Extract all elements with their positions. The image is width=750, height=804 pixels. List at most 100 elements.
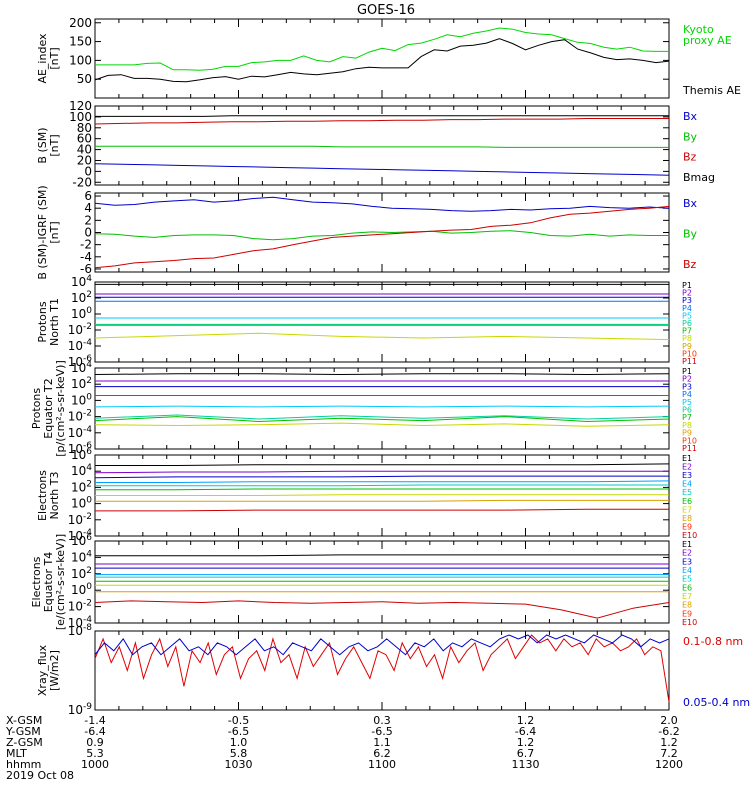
- series-line-e8: [95, 499, 669, 502]
- chart-title: GOES-16: [357, 3, 415, 18]
- legend-9: P9: [682, 429, 692, 438]
- y-axis-label: B (SM): [36, 127, 49, 163]
- y-tick-label: 10-4: [68, 425, 93, 440]
- y-axis-label: AE_index: [36, 33, 49, 84]
- series-line-e1: [95, 554, 669, 557]
- series-line-bx: [94, 196, 670, 212]
- legend-3: E3: [682, 557, 692, 566]
- y-tick-label: 10-4: [68, 338, 93, 353]
- legend-5: E5: [682, 488, 692, 497]
- panel-8: [94, 630, 670, 711]
- series-line-0-1-0-8-nm: [94, 634, 670, 703]
- y-tick-label: 100: [71, 582, 92, 597]
- y-tick-label: 120: [69, 99, 92, 113]
- legend-10: E10: [682, 531, 697, 540]
- series-line-p8: [94, 422, 670, 427]
- y-tick-label: 10-4: [68, 528, 93, 543]
- y-tick-label: 10-6: [68, 354, 93, 369]
- legend-2: Themis AE: [682, 84, 741, 97]
- y-tick-label: 102: [71, 290, 92, 305]
- legend-3: P3: [682, 296, 692, 305]
- legend-7: P7: [682, 413, 692, 422]
- series-line-e6: [95, 488, 669, 491]
- panel-6: [94, 454, 670, 537]
- legend-6: P6: [682, 406, 692, 415]
- y-tick-label: 104: [71, 360, 92, 375]
- legend-4: E4: [682, 480, 692, 489]
- series-line-by: [95, 145, 669, 148]
- footer-value: -6.4: [515, 725, 536, 738]
- footer-value: 5.8: [230, 747, 248, 760]
- panel-7: [94, 540, 670, 624]
- series-line-e9: [94, 600, 670, 619]
- series-line-by: [94, 230, 669, 241]
- series-line-bx: [94, 163, 670, 176]
- y-tick-label: 104: [71, 549, 92, 564]
- footer-value: 1.0: [230, 736, 248, 749]
- y-tick-label: 104: [71, 463, 92, 478]
- legend-7: E7: [682, 505, 692, 514]
- y-axis-label: Equator T4: [42, 552, 55, 612]
- legend-3: Bz: [683, 151, 697, 164]
- y-tick-label: 100: [69, 53, 92, 67]
- y-axis-label: [W/m2]: [48, 650, 61, 691]
- footer-value: -6.2: [658, 725, 679, 738]
- footer-value: 1200: [655, 758, 683, 771]
- legend-1: E1: [682, 540, 692, 549]
- y-tick-label: 40: [77, 143, 92, 157]
- panel-3: [94, 192, 670, 273]
- y-tick-label: 0: [84, 226, 92, 240]
- y-axis-label: [p/(cm²-s-sr-keV)]: [54, 360, 67, 457]
- series-line-e2: [94, 470, 669, 474]
- footer-value: -6.4: [84, 725, 105, 738]
- footer-value: 1100: [368, 758, 396, 771]
- footer-value: -1.4: [84, 714, 105, 727]
- footer-row-label: X-GSM: [6, 714, 42, 727]
- series-line-e5: [95, 484, 669, 487]
- y-axis-label: [nT]: [48, 134, 61, 156]
- footer-value: 0.3: [373, 714, 391, 727]
- series-line-bz: [94, 118, 669, 125]
- footer-value: 1.1: [373, 736, 391, 749]
- legend-2: P2: [682, 375, 692, 384]
- panel-frame: [94, 367, 670, 450]
- footer-value: 1.2: [517, 736, 535, 749]
- legend-8: E8: [682, 601, 692, 610]
- footer-row-label: MLT: [6, 747, 27, 760]
- footer-value: -6.5: [371, 725, 392, 738]
- footer-row-label: Z-GSM: [6, 736, 43, 749]
- legend-1: Bx: [683, 197, 698, 210]
- y-tick-label: 102: [71, 479, 92, 494]
- y-axis-label: Equator T2: [42, 378, 55, 438]
- y-tick-label: 100: [71, 306, 92, 321]
- panel-4: [94, 281, 670, 363]
- panel-5: [94, 367, 670, 450]
- footer-value: 7.2: [660, 747, 678, 760]
- legend-2: E2: [682, 549, 692, 558]
- y-tick-label: 106: [71, 533, 92, 548]
- legend-3: P3: [682, 382, 692, 391]
- y-axis-label: North T1: [48, 298, 61, 346]
- legend-10: E10: [682, 618, 697, 627]
- legend-3: E3: [682, 471, 692, 480]
- y-tick-label: 10-2: [68, 512, 92, 527]
- footer-row-label: hhmm: [6, 758, 41, 771]
- footer-value: 1.2: [660, 736, 678, 749]
- legend-1: P1: [682, 367, 692, 376]
- y-tick-label: 10-2: [68, 322, 92, 337]
- legend-4: Bmag: [683, 171, 715, 184]
- y-tick-label: 102: [71, 566, 92, 581]
- legend-1: P1: [682, 281, 692, 290]
- legend-2: By: [683, 228, 698, 241]
- y-tick-label: 6: [84, 189, 92, 203]
- legend-4: P4: [682, 390, 692, 399]
- series-line-e1: [95, 463, 670, 466]
- legend-1: Bx: [683, 110, 698, 123]
- y-axis-label: Xray_flux: [36, 644, 49, 696]
- legend-1: E1: [682, 454, 692, 463]
- legend-5: P5: [682, 398, 692, 407]
- y-tick-label: 50: [77, 72, 92, 86]
- y-tick-label: -6: [80, 262, 92, 276]
- legend-2: E2: [682, 463, 692, 472]
